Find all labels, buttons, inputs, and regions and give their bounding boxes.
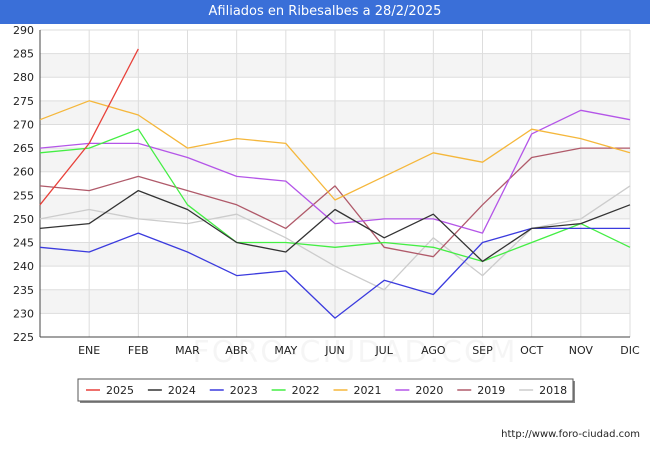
y-tick-label: 280 — [13, 71, 34, 84]
line-chart: 225 230 235 240 245 250 255 260 265 270 275 280 285 2… — [13, 24, 640, 403]
y-tick-label: 250 — [13, 213, 34, 226]
series-line-2021 — [39, 100, 631, 201]
x-tick-label: JUN — [324, 344, 345, 357]
legend-label: 2018 — [539, 384, 567, 397]
legend-label: 2024 — [168, 384, 196, 397]
y-tick-label: 275 — [13, 95, 34, 108]
y-tick-label: 260 — [13, 166, 34, 179]
chart-title: Afiliados en Ribesalbes a 28/2/2025 — [0, 0, 650, 24]
y-tick-label: 240 — [13, 260, 34, 273]
source-url[interactable]: http://www.foro-ciudad.com — [501, 429, 640, 440]
y-tick-label: 235 — [13, 284, 34, 297]
series-line-2019 — [39, 147, 630, 258]
x-tick-label: AGO — [421, 344, 446, 357]
legend-label: 2019 — [477, 384, 505, 397]
y-tick-label: 265 — [13, 142, 34, 155]
y-tick-label: 270 — [13, 118, 34, 131]
series-line-2022 — [39, 128, 631, 263]
y-tick-label: 290 — [13, 24, 34, 37]
y-tick-label: 225 — [13, 331, 34, 344]
x-tick-label: MAY — [274, 344, 297, 357]
x-tick-label: NOV — [569, 344, 594, 357]
x-tick-label: JUL — [374, 344, 393, 357]
legend-label: 2025 — [106, 384, 134, 397]
legend — [77, 378, 574, 402]
x-tick-label: DIC — [620, 344, 640, 357]
x-tick-label: MAR — [175, 344, 200, 357]
y-tick-label: 230 — [13, 307, 34, 320]
legend-label: 2022 — [292, 384, 320, 397]
y-tick-label: 255 — [13, 189, 34, 202]
series-line-2024 — [39, 189, 631, 263]
y-tick-label: 285 — [13, 48, 34, 61]
watermark: FORO-CIUDAD.COM — [193, 335, 518, 370]
x-tick-label: OCT — [520, 344, 543, 357]
x-tick-label: FEB — [128, 344, 149, 357]
x-tick-label: ABR — [225, 344, 248, 357]
x-tick-label: ENE — [78, 344, 100, 357]
series-line-2025 — [39, 48, 139, 206]
legend-label: 2023 — [230, 384, 258, 397]
legend-label: 2020 — [415, 384, 443, 397]
series-line-2020 — [39, 109, 631, 234]
y-tick-label: 245 — [13, 237, 34, 250]
legend-label: 2021 — [354, 384, 382, 397]
x-tick-label: SEP — [472, 344, 493, 357]
